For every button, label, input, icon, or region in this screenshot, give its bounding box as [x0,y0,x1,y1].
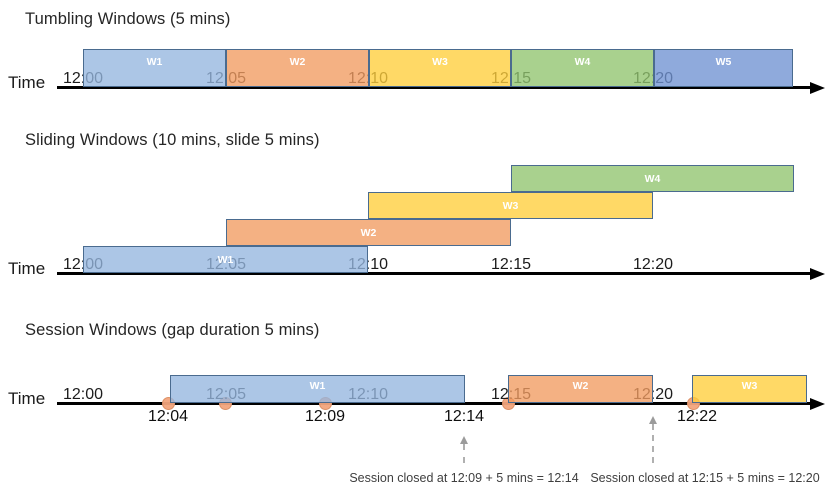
window-label: W2 [572,380,589,392]
window-label: W3 [502,200,519,212]
callout-arrow-icon [459,436,468,444]
event-time-label: 12:22 [676,408,718,425]
callout-arrow-icon [648,416,657,424]
event-time-label: 12:04 [147,408,189,425]
window-box-w3 [368,192,653,219]
timeline-arrowhead-icon [810,268,825,280]
time-axis-label: Time [8,73,46,92]
session-close-annotation: Session closed at 12:15 + 5 mins = 12:20 [590,471,820,485]
window-box-w1 [83,246,368,273]
tick-label: 12:00 [62,386,104,403]
window-label: W1 [146,56,163,68]
timeline-line [57,402,812,405]
window-close-time-label: 12:14 [443,408,485,425]
diagram-title: Sliding Windows (10 mins, slide 5 mins) [25,131,320,149]
diagram-title: Tumbling Windows (5 mins) [25,10,231,28]
window-box-w4 [511,165,794,192]
window-box-w5 [654,49,793,87]
window-label: W4 [644,173,661,185]
timeline-arrowhead-icon [810,398,825,410]
tick-label: 12:15 [490,256,532,273]
timeline-arrowhead-icon [810,82,825,94]
window-label: W4 [574,56,591,68]
time-axis-label: Time [8,389,46,408]
diagram-title: Session Windows (gap duration 5 mins) [25,321,320,339]
window-label: W3 [432,56,448,68]
window-box-w1 [170,375,465,403]
time-axis-label: Time [8,259,46,278]
session-close-annotation: Session closed at 12:09 + 5 mins = 12:14 [349,471,579,485]
callout-arrow-stem [652,424,654,463]
timeline-line [57,272,812,275]
window-label: W1 [217,254,234,266]
window-box-w2 [226,219,511,246]
window-box-w1 [83,49,226,87]
window-label: W2 [360,227,377,239]
window-label: W2 [289,56,306,68]
timeline-line [57,86,812,89]
window-box-w3 [369,49,511,87]
window-label: W5 [715,56,732,68]
tick-label: 12:20 [632,256,674,273]
window-label: W1 [309,380,326,392]
window-box-w3 [692,375,807,403]
callout-arrow-stem [463,444,465,463]
window-box-w2 [226,49,369,87]
window-box-w4 [511,49,654,87]
window-label: W3 [741,380,758,392]
window-box-w2 [508,375,653,403]
event-time-label: 12:09 [304,408,346,425]
